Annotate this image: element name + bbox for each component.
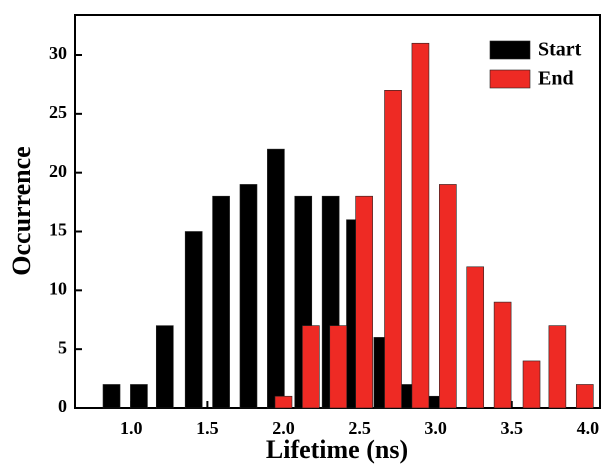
y-tick-label: 5 (58, 337, 67, 357)
legend-label: Start (538, 39, 582, 61)
legend-label: End (538, 68, 574, 90)
bar (548, 325, 567, 409)
bar (212, 195, 230, 409)
bar (267, 148, 285, 409)
bar (466, 266, 485, 409)
x-tick-label: 3.5 (500, 418, 523, 438)
bar (184, 231, 203, 409)
x-tick-label: 2.0 (272, 418, 295, 438)
bar (155, 325, 174, 409)
bar (522, 360, 541, 409)
y-tick-label: 30 (49, 43, 67, 63)
bar (493, 301, 512, 409)
bar (329, 325, 348, 409)
bar (302, 325, 320, 409)
x-tick-label: 4.0 (577, 418, 600, 438)
bar (102, 384, 121, 409)
x-tick-label: 2.5 (348, 418, 371, 438)
legend-swatch (489, 69, 531, 89)
bar (384, 90, 402, 409)
y-tick-label: 20 (49, 161, 67, 181)
bar (130, 384, 148, 409)
bar (239, 184, 258, 409)
y-tick-label: 15 (49, 220, 67, 240)
bar (439, 184, 457, 409)
bar (411, 42, 430, 409)
y-axis-title: Occurrence (7, 146, 36, 275)
x-tick-label: 1.5 (196, 418, 219, 438)
bar (274, 395, 293, 409)
x-tick-label: 3.0 (424, 418, 447, 438)
y-tick-label: 25 (49, 102, 67, 122)
bar (355, 195, 373, 409)
x-axis-title: Lifetime (ns) (266, 435, 408, 464)
bar (575, 384, 594, 409)
legend-swatch (489, 40, 531, 60)
x-tick-label: 1.0 (120, 418, 143, 438)
y-tick-label: 10 (49, 278, 67, 298)
y-tick-label: 0 (58, 396, 67, 416)
